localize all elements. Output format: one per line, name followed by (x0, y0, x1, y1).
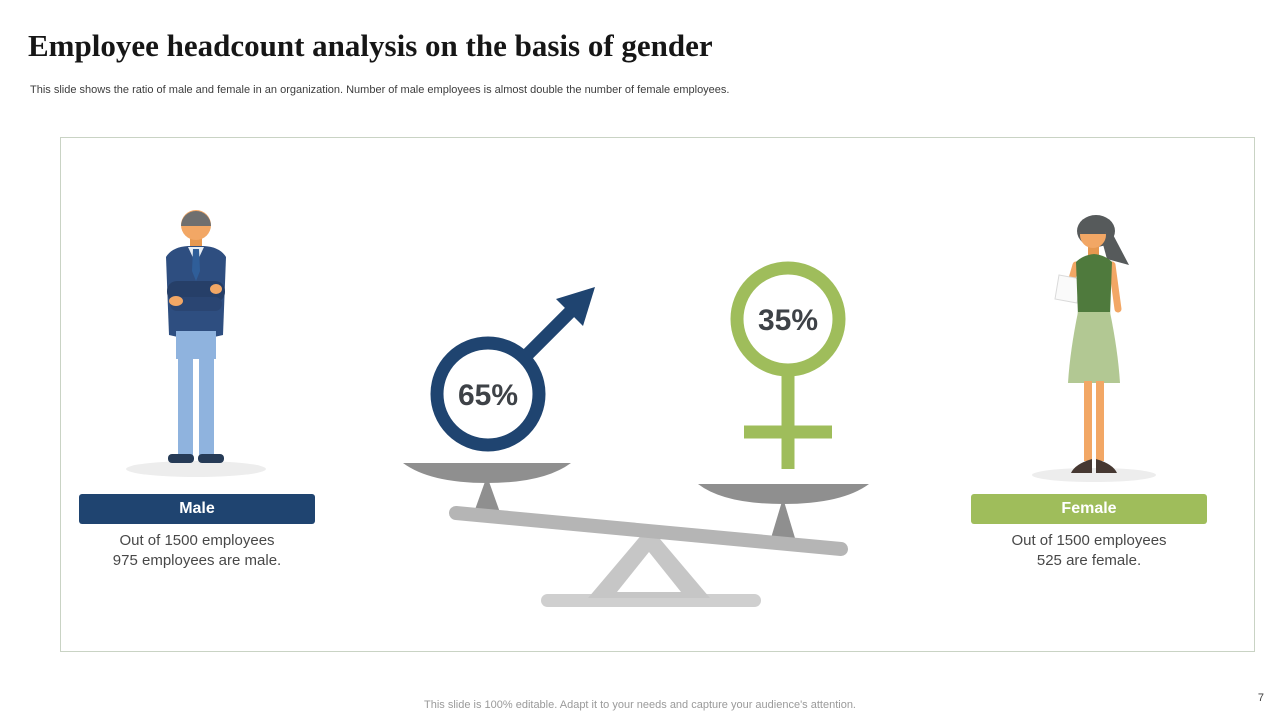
female-person-illustration (1032, 215, 1156, 482)
page-title: Employee headcount analysis on the basis… (28, 28, 713, 63)
male-shadow (126, 461, 266, 477)
female-gender-icon: 35% (730, 261, 846, 469)
male-person-illustration (126, 210, 266, 477)
female-stats: Out of 1500 employees 525 are female. (971, 531, 1207, 571)
slide-footer: This slide is 100% editable. Adapt it to… (424, 699, 856, 711)
female-stat-line1: Out of 1500 employees (1011, 532, 1167, 549)
male-label-banner: Male (79, 494, 315, 524)
male-stats: Out of 1500 employees 975 employees are … (79, 531, 315, 571)
female-stat-line2: 525 are female. (1036, 552, 1142, 569)
male-stat-line1: Out of 1500 employees (119, 532, 275, 549)
female-percent: 35% (758, 304, 818, 337)
content-box: 65% 35% (60, 137, 1255, 652)
male-stat-line2: 975 employees are male. (112, 552, 282, 569)
page-number: 7 (1257, 692, 1264, 704)
female-shadow (1032, 468, 1156, 482)
balance-scale-icon (403, 463, 869, 607)
male-label: Male (179, 500, 215, 517)
slide-subtitle: This slide shows the ratio of male and f… (30, 84, 730, 96)
male-percent: 65% (458, 379, 518, 412)
male-gender-icon: 65% (430, 287, 595, 452)
female-label: Female (1061, 500, 1117, 517)
female-label-banner: Female (971, 494, 1207, 524)
